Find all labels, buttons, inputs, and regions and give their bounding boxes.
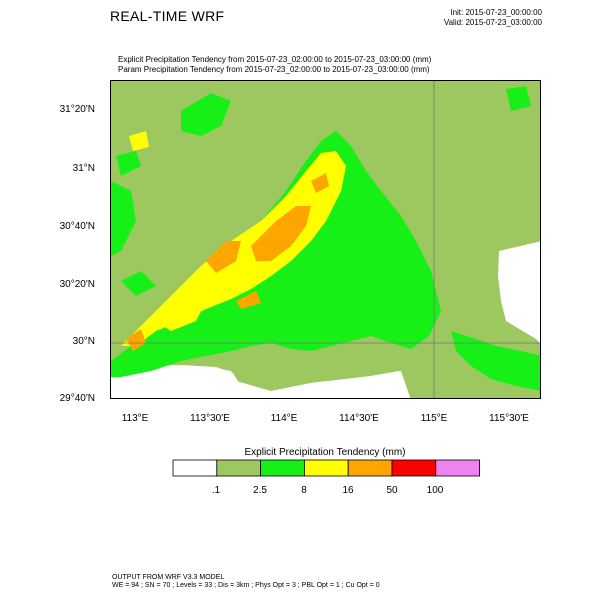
colorbar-level: 16 bbox=[342, 485, 354, 496]
colorbar-swatch bbox=[435, 459, 480, 477]
colorbar-swatch bbox=[303, 459, 349, 477]
lon-label: 115°E bbox=[420, 413, 448, 424]
lat-label: 30°N bbox=[72, 336, 95, 347]
region-16mm-sw bbox=[126, 329, 146, 351]
region-2-5mm-east bbox=[451, 331, 540, 391]
footer-model: OUTPUT FROM WRF V3.3 MODEL bbox=[112, 574, 225, 581]
colorbar-level: .1 bbox=[211, 485, 221, 496]
lat-label: 30°20'N bbox=[59, 279, 95, 290]
lon-label: 113°30'E bbox=[190, 413, 230, 424]
region-8mm-sw bbox=[156, 301, 206, 331]
subtitle-explicit: Explicit Precipitation Tendency from 201… bbox=[118, 55, 432, 64]
region-16mm-south bbox=[236, 291, 261, 309]
region-2-5mm-west bbox=[111, 181, 136, 256]
lon-label: 115°30'E bbox=[489, 413, 529, 424]
colorbar-swatch bbox=[172, 459, 218, 477]
colorbar-swatch bbox=[216, 459, 261, 477]
region-16mm-center bbox=[251, 206, 311, 261]
region-16mm-west bbox=[206, 241, 241, 273]
map-svg bbox=[111, 81, 540, 398]
colorbar bbox=[172, 459, 480, 477]
colorbar-swatch bbox=[347, 459, 393, 477]
region-2-5mm-nw bbox=[116, 151, 141, 176]
colorbar-level: 2.5 bbox=[253, 485, 267, 496]
lat-label: 31°N bbox=[72, 163, 95, 174]
region-8mm-nw bbox=[129, 131, 149, 151]
colorbar-level: 8 bbox=[301, 485, 307, 496]
lon-label: 113°E bbox=[121, 413, 149, 424]
lat-label: 31°20'N bbox=[59, 104, 95, 115]
colorbar-title: Explicit Precipitation Tendency (mm) bbox=[244, 447, 406, 458]
page-title: REAL-TIME WRF bbox=[110, 8, 225, 24]
region-2-5mm-ne bbox=[506, 86, 531, 111]
colorbar-level: 100 bbox=[426, 485, 444, 496]
lon-label: 114°E bbox=[270, 413, 298, 424]
init-time: Init: 2015-07-23_00:00:00 bbox=[450, 8, 542, 17]
colorbar-swatch bbox=[391, 459, 437, 477]
precipitation-map bbox=[110, 80, 541, 399]
white-area-right bbox=[499, 241, 540, 341]
region-2-5mm-w2 bbox=[121, 271, 156, 296]
footer-settings: WE = 94 ; SN = 70 ; Levels = 33 ; Dis = … bbox=[112, 582, 380, 589]
white-area-bottom-left bbox=[111, 365, 250, 398]
subtitle-param: Param Precipitation Tendency from 2015-0… bbox=[118, 65, 430, 74]
white-area-bottom-mid bbox=[255, 371, 409, 398]
lat-label: 30°40'N bbox=[59, 221, 95, 232]
valid-time: Valid: 2015-07-23_03:00:00 bbox=[443, 18, 542, 27]
lat-label: 29°40'N bbox=[59, 393, 95, 404]
colorbar-level: 50 bbox=[386, 485, 398, 496]
colorbar-swatch bbox=[260, 459, 305, 477]
region-16mm-ne bbox=[311, 173, 329, 193]
region-2-5mm-north bbox=[181, 93, 231, 136]
lon-label: 114°30'E bbox=[339, 413, 379, 424]
